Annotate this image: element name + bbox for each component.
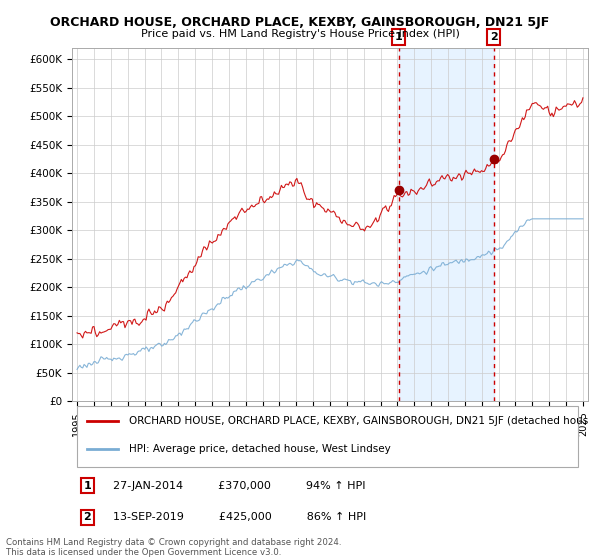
FancyBboxPatch shape (77, 405, 578, 467)
Text: ORCHARD HOUSE, ORCHARD PLACE, KEXBY, GAINSBOROUGH, DN21 5JF (detached hous: ORCHARD HOUSE, ORCHARD PLACE, KEXBY, GAI… (129, 416, 588, 426)
Text: 1: 1 (395, 32, 403, 42)
Text: 13-SEP-2019          £425,000          86% ↑ HPI: 13-SEP-2019 £425,000 86% ↑ HPI (113, 512, 367, 522)
Text: 1: 1 (83, 481, 91, 491)
Text: HPI: Average price, detached house, West Lindsey: HPI: Average price, detached house, West… (129, 444, 391, 454)
Text: Price paid vs. HM Land Registry's House Price Index (HPI): Price paid vs. HM Land Registry's House … (140, 29, 460, 39)
Text: Contains HM Land Registry data © Crown copyright and database right 2024.
This d: Contains HM Land Registry data © Crown c… (6, 538, 341, 557)
Text: 2: 2 (83, 512, 91, 522)
Text: 2: 2 (490, 32, 497, 42)
Bar (399, 48, 494, 402)
Text: ORCHARD HOUSE, ORCHARD PLACE, KEXBY, GAINSBOROUGH, DN21 5JF: ORCHARD HOUSE, ORCHARD PLACE, KEXBY, GAI… (50, 16, 550, 29)
Text: 27-JAN-2014          £370,000          94% ↑ HPI: 27-JAN-2014 £370,000 94% ↑ HPI (113, 481, 366, 491)
